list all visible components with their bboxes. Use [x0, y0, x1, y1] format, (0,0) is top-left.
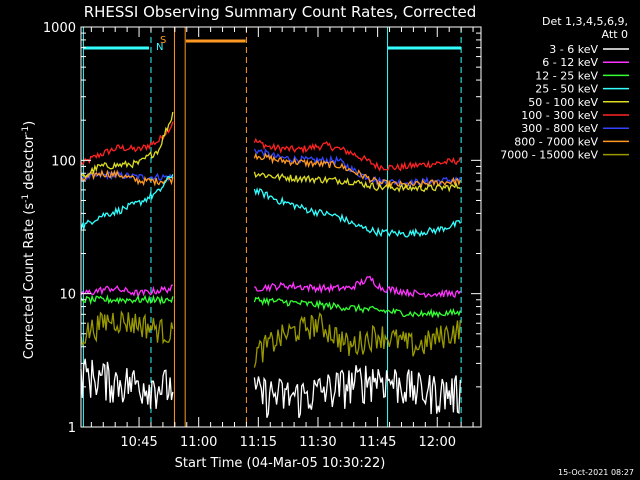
flag-label-s: S: [160, 35, 166, 46]
x-tick-label: 11:30: [299, 435, 336, 450]
x-tick-label: 10:45: [120, 435, 157, 450]
y-axis-label-sup1: -1: [21, 194, 31, 203]
legend-label: 12 - 25 keV: [535, 69, 598, 82]
legend-label: 50 - 100 keV: [528, 96, 598, 109]
chart-title: RHESSI Observing Summary Count Rates, Co…: [84, 3, 477, 21]
series-line-6: [80, 294, 461, 319]
y-axis-label-end: ): [22, 121, 37, 126]
legend-header-line-1: Det 1,3,4,5,6,9,: [542, 15, 628, 28]
x-tick-label: 11:00: [180, 435, 217, 450]
legend-label: 25 - 50 keV: [535, 83, 598, 96]
plot-area: SN: [80, 27, 462, 427]
legend-label: 7000 - 15000 keV: [500, 149, 598, 162]
legend-label: 100 - 300 keV: [521, 109, 598, 122]
y-tick-label: 10: [59, 288, 76, 303]
y-tick-label: 1: [68, 421, 76, 436]
series-line-7: [80, 310, 461, 368]
x-tick-label: 12:00: [419, 435, 456, 450]
x-axis-label: Start Time (04-Mar-05 10:30:22): [175, 456, 386, 471]
series-line-2: [80, 152, 461, 189]
plot-frame: [80, 26, 482, 428]
series-line-4: [80, 174, 461, 238]
series-line-3: [80, 111, 461, 193]
legend-header-line-2: Att 0: [602, 28, 628, 41]
y-axis-label-main: Corrected Count Rate (s: [22, 203, 37, 360]
y-tick-label: 100: [51, 154, 76, 169]
y-axis-label-mid: detector: [22, 134, 37, 194]
flag-label-n: N: [156, 42, 163, 53]
y-tick-label: 1000: [43, 21, 76, 36]
series-line-5: [80, 275, 461, 299]
series-line-8: [80, 358, 461, 419]
x-tick-label: 11:15: [240, 435, 277, 450]
legend-label: 3 - 6 keV: [549, 43, 598, 56]
legend-label: 6 - 12 keV: [542, 56, 598, 69]
y-axis-label-sup2: -1: [21, 126, 31, 135]
series-line-0: [80, 121, 461, 172]
legend-label: 300 - 800 keV: [521, 122, 598, 135]
x-tick-label: 11:45: [359, 435, 396, 450]
legend-label: 800 - 7000 keV: [514, 135, 598, 148]
y-axis-label: Corrected Count Rate (s-1 detector-1): [21, 121, 37, 359]
axes: 1 10 100 1000 10:45 11:00 11:15 11:30 11:45 12:00: [43, 21, 482, 450]
timestamp-label: 15-Oct-2021 08:27: [558, 468, 634, 477]
